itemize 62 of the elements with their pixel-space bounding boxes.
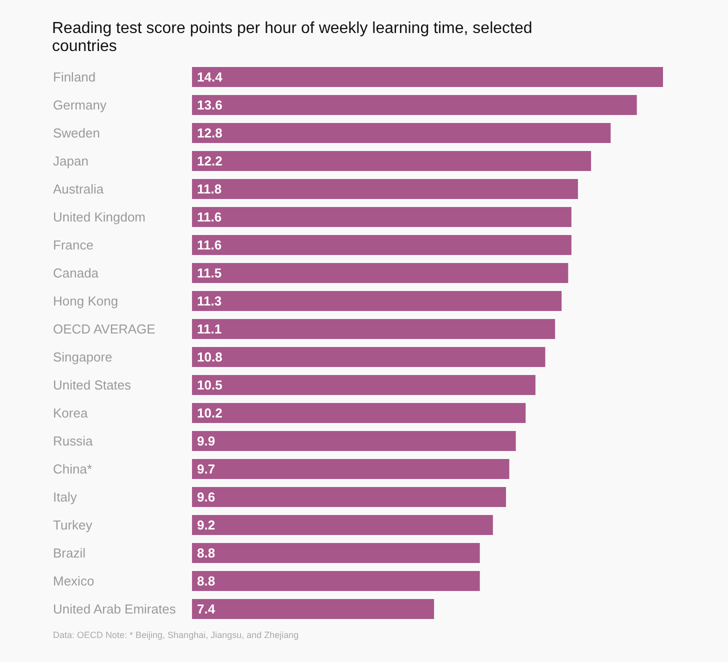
data-label: 11.3	[197, 294, 222, 309]
y-tick-label: Hong Kong	[53, 294, 118, 309]
y-tick-label: Japan	[53, 154, 88, 169]
y-tick-label: Brazil	[53, 546, 86, 561]
y-tick-label: China*	[53, 462, 92, 477]
y-tick-label: United Arab Emirates	[53, 602, 176, 617]
y-tick-label: Australia	[53, 182, 104, 197]
data-label: 8.8	[197, 546, 216, 561]
bar	[192, 431, 516, 451]
bar	[192, 543, 480, 563]
y-tick-label: Singapore	[53, 350, 112, 365]
data-label: 7.4	[197, 602, 216, 617]
bar	[192, 67, 663, 87]
y-tick-label: France	[53, 238, 94, 253]
bar	[192, 291, 562, 311]
bar	[192, 347, 546, 367]
y-tick-label: United States	[53, 378, 132, 393]
bar	[192, 599, 434, 619]
data-label: 13.6	[197, 98, 222, 113]
data-label: 14.4	[197, 70, 224, 85]
bar	[192, 515, 493, 535]
data-label: 10.2	[197, 406, 222, 421]
data-label: 9.2	[197, 518, 216, 533]
data-label: 8.8	[197, 574, 216, 589]
bar	[192, 95, 637, 115]
data-label: 9.6	[197, 490, 216, 505]
y-tick-label: Canada	[53, 266, 100, 281]
data-label: 11.5	[197, 266, 222, 281]
data-label: 10.5	[197, 378, 222, 393]
chart-title: Reading test score points per hour of weekly learning time, selected countries	[52, 20, 532, 55]
bar	[192, 235, 572, 255]
bar	[192, 319, 556, 339]
y-tick-label: United Kingdom	[53, 210, 146, 225]
data-label: 10.8	[197, 350, 222, 365]
bar	[192, 459, 510, 479]
data-label: 12.8	[197, 126, 222, 141]
y-tick-label: Finland	[53, 70, 96, 85]
bar	[192, 571, 480, 591]
y-tick-label: Germany	[53, 98, 107, 113]
bar	[192, 263, 568, 283]
bar	[192, 123, 611, 143]
data-label: 9.7	[197, 462, 216, 477]
y-tick-label: Korea	[53, 406, 88, 421]
bar	[192, 487, 506, 507]
data-label: 12.2	[197, 154, 222, 169]
bar	[192, 375, 536, 395]
text: Data: OECD Note: * Beijing, Shanghai, Jiangsu, and Zhejiang	[53, 630, 299, 640]
bar	[192, 403, 526, 423]
data-label: 9.9	[197, 434, 216, 449]
y-tick-label: OECD AVERAGE	[53, 322, 156, 337]
y-tick-label: Sweden	[53, 126, 100, 141]
y-tick-label: Russia	[53, 434, 94, 449]
data-label: 11.1	[197, 322, 222, 337]
bar	[192, 207, 572, 227]
y-tick-label: Italy	[53, 490, 78, 505]
bar	[192, 179, 578, 199]
data-label: 11.8	[197, 182, 222, 197]
y-tick-label: Turkey	[53, 518, 93, 533]
data-label: 11.6	[197, 210, 222, 225]
bar	[192, 151, 592, 171]
y-tick-label: Mexico	[53, 574, 94, 589]
data-label: 11.6	[197, 238, 222, 253]
